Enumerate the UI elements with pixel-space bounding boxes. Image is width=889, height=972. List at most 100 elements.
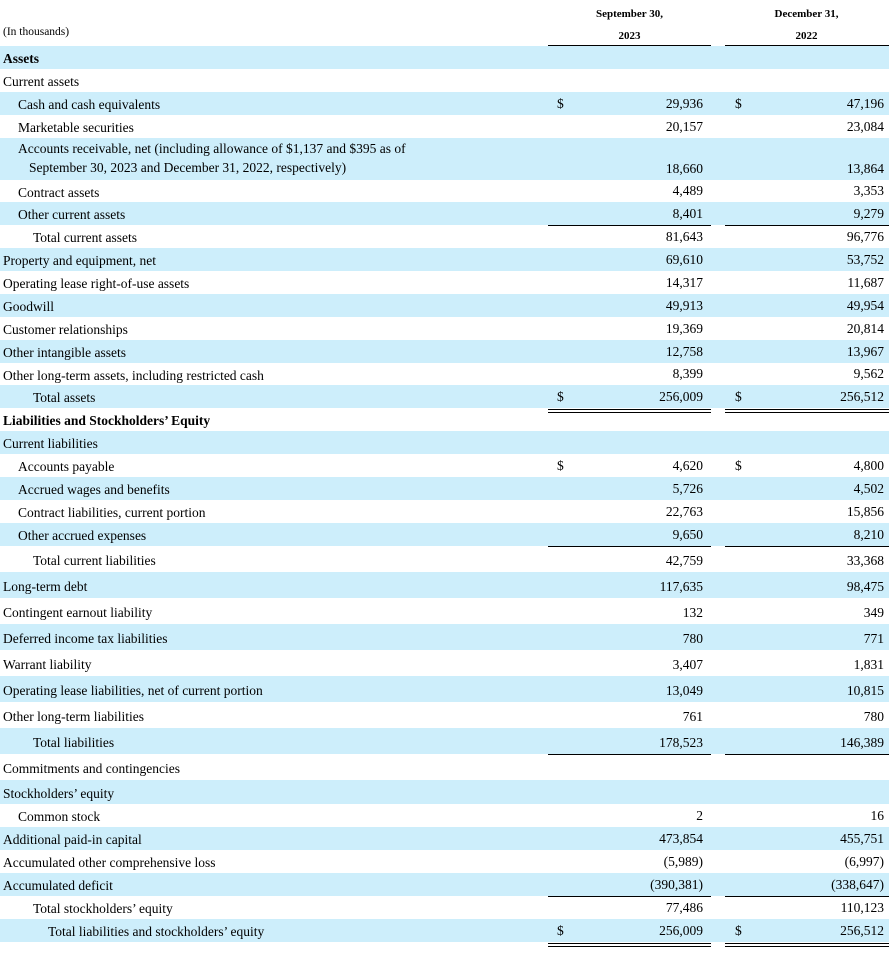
- row-label: Contract assets: [18, 185, 100, 200]
- value-2023: (390,381): [650, 877, 703, 892]
- row-shading: [0, 624, 889, 650]
- double-underline: [725, 943, 889, 947]
- value-2023: 117,635: [659, 579, 703, 594]
- row-shading: [0, 477, 889, 500]
- value-2022: 98,475: [846, 579, 884, 594]
- value-2023: 5,726: [672, 481, 703, 496]
- currency-symbol: $: [735, 923, 742, 938]
- row-label: Contingent earnout liability: [3, 605, 153, 620]
- table-row: Contract liabilities, current portion 22,…: [0, 500, 889, 523]
- row-label: Marketable securities: [18, 120, 134, 135]
- table-row: Total liabilities and stockholders’ equi…: [0, 919, 889, 947]
- row-label: Accumulated deficit: [3, 878, 113, 893]
- row-label: Commitments and contingencies: [3, 761, 180, 776]
- value-2022: 9,279: [853, 206, 884, 221]
- row-shading: [0, 676, 889, 702]
- row-label-continued: September 30, 2023 and December 31, 2022…: [29, 160, 347, 175]
- column-header-2022-year: 2022: [795, 30, 818, 42]
- table-row: Common stock 2 16: [0, 804, 889, 827]
- row-shading: [0, 92, 889, 115]
- table-row: Current liabilities: [0, 431, 889, 454]
- column-header-2022-date: December 31,: [774, 8, 839, 20]
- value-2023: 4,489: [672, 183, 703, 198]
- value-2022: 146,389: [840, 735, 884, 750]
- row-label: Other long-term assets, including restri…: [3, 368, 264, 383]
- row-label: Long-term debt: [3, 579, 88, 594]
- currency-symbol: $: [557, 458, 564, 473]
- column-header-2023-year: 2023: [618, 30, 641, 42]
- row-label: Warrant liability: [3, 657, 92, 672]
- row-shading: [0, 294, 889, 317]
- table-row: Other accrued expenses 9,650 8,210: [0, 523, 889, 547]
- row-shading: [0, 46, 889, 69]
- value-2023: 3,407: [672, 657, 703, 672]
- table-row: Goodwill 49,913 49,954: [0, 294, 889, 317]
- underline: [548, 754, 711, 755]
- value-2022: (338,647): [831, 877, 884, 892]
- currency-symbol: $: [557, 389, 564, 404]
- row-label: Other long-term liabilities: [3, 709, 144, 724]
- value-2023: 69,610: [665, 252, 703, 267]
- currency-symbol: $: [735, 458, 742, 473]
- double-underline: [548, 409, 711, 413]
- row-label: Accumulated other comprehensive loss: [3, 855, 216, 870]
- value-2022: 33,368: [846, 553, 884, 568]
- value-2022: 3,353: [853, 183, 884, 198]
- value-2023: 761: [682, 709, 703, 724]
- value-2022: 49,954: [846, 298, 884, 313]
- table-row: Liabilities and Stockholders’ Equity: [0, 408, 889, 431]
- table-row: Commitments and contingencies: [0, 754, 889, 780]
- currency-symbol: $: [557, 923, 564, 938]
- value-2023: 42,759: [665, 553, 703, 568]
- row-label: Liabilities and Stockholders’ Equity: [3, 413, 211, 428]
- row-shading: [0, 431, 889, 454]
- table-row: Contingent earnout liability 132 349: [0, 598, 889, 624]
- value-2023: 9,650: [672, 527, 703, 542]
- value-2022: 8,210: [853, 527, 884, 542]
- row-label: Total assets: [33, 390, 96, 405]
- table-row: Accumulated deficit (390,381) (338,647): [0, 873, 889, 897]
- value-2022: 15,856: [846, 504, 884, 519]
- row-label: Total current liabilities: [33, 553, 156, 568]
- table-row: Other long-term liabilities 761 780: [0, 702, 889, 729]
- column-header-2023-date: September 30,: [595, 8, 663, 20]
- value-2023: 256,009: [659, 923, 703, 938]
- value-2022: 256,512: [840, 389, 884, 404]
- row-label: Current liabilities: [3, 436, 98, 451]
- value-2022: 455,751: [840, 831, 884, 846]
- value-2023: 14,317: [665, 275, 703, 290]
- value-2023: (5,989): [663, 854, 703, 869]
- row-label: Other accrued expenses: [18, 528, 147, 543]
- value-2022: 1,831: [853, 657, 884, 672]
- underline: [725, 754, 889, 755]
- value-2023: 132: [682, 605, 703, 620]
- row-label: Other intangible assets: [3, 345, 126, 360]
- value-2022: 4,800: [853, 458, 884, 473]
- value-2023: 77,486: [665, 900, 703, 915]
- row-label: Operating lease right-of-use assets: [3, 276, 190, 291]
- table-row: Other current assets 8,401 9,279: [0, 202, 889, 226]
- row-label: Common stock: [18, 809, 101, 824]
- value-2023: 2: [696, 808, 703, 823]
- value-2023: 18,660: [665, 161, 703, 176]
- table-row: Long-term debt 117,635 98,475: [0, 572, 889, 598]
- table-row: Other intangible assets 12,758 13,967: [0, 340, 889, 363]
- value-2022: 771: [863, 631, 884, 646]
- underline: [725, 896, 889, 897]
- value-2022: 110,123: [840, 900, 884, 915]
- double-underline: [725, 409, 889, 413]
- row-label: Total current assets: [33, 230, 138, 245]
- value-2023: 473,854: [659, 831, 703, 846]
- value-2023: 178,523: [659, 735, 703, 750]
- row-label: Operating lease liabilities, net of curr…: [3, 683, 263, 698]
- table-row: Customer relationships 19,369 20,814: [0, 317, 889, 340]
- table-row: Total assets $ $256,009 256,512: [0, 385, 889, 413]
- table-row: Total current assets 81,643 96,776: [0, 225, 889, 248]
- row-shading: [0, 202, 889, 225]
- table-row: Total current liabilities 42,759 33,368: [0, 546, 889, 572]
- table-row: Contract assets 4,489 3,353: [0, 180, 889, 202]
- value-2023: 8,399: [672, 366, 703, 381]
- table-row: Stockholders’ equity: [0, 780, 889, 804]
- value-2023: 22,763: [665, 504, 703, 519]
- value-2022: 13,967: [846, 344, 884, 359]
